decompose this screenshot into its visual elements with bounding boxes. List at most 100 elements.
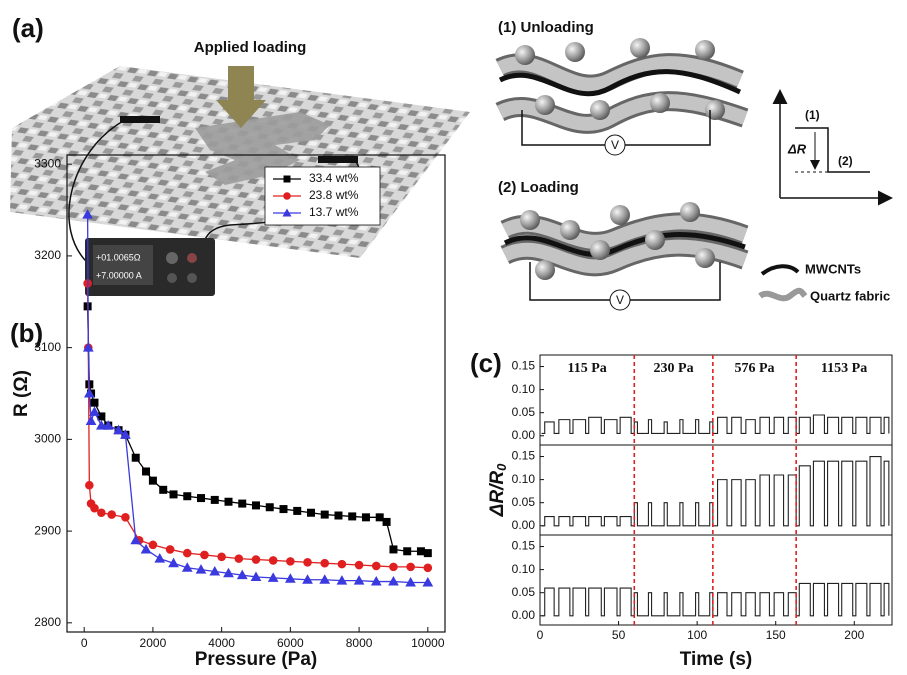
pressure-label: 230 Pa [654, 361, 694, 376]
meter-reading: +01.0065Ω [96, 252, 141, 262]
panel-label: (a) [12, 13, 44, 43]
point [383, 518, 390, 525]
x-axis-title: Pressure (Pa) [195, 649, 318, 670]
yarns-unloading [500, 38, 745, 155]
y-tick-label: 2900 [34, 523, 61, 537]
point [407, 563, 415, 571]
point [225, 498, 232, 505]
y-tick-label: 0.05 [512, 495, 536, 509]
point [417, 548, 424, 555]
point [287, 558, 295, 566]
point [349, 513, 356, 520]
y-tick-label: 3300 [34, 156, 61, 170]
legend-marker [283, 192, 291, 200]
x-tick-label: 0 [537, 628, 544, 642]
point [269, 557, 277, 565]
legend-label: MWCNTs [805, 261, 861, 276]
y-axis-title: ΔR/R0 [487, 463, 509, 517]
point [372, 562, 380, 570]
point [404, 548, 411, 555]
point [424, 550, 431, 557]
subplot-frame [540, 535, 892, 625]
state-label: (2) Loading [498, 179, 579, 196]
jack [187, 273, 197, 283]
delta-r: ΔR [787, 141, 807, 156]
point [98, 509, 106, 517]
x-tick-label: 150 [766, 628, 786, 642]
y-tick-label: 0.05 [512, 405, 536, 419]
y-tick-label: 0.15 [512, 539, 536, 553]
point [335, 512, 342, 519]
y-tick-label: 0.15 [512, 359, 536, 373]
point [239, 500, 246, 507]
x-tick-label: 50 [612, 628, 626, 642]
y-tick-label: 0.00 [512, 428, 536, 442]
point [122, 514, 130, 522]
point [91, 399, 98, 406]
point [235, 555, 243, 563]
point [160, 486, 167, 493]
meter-reading: +7.00000 A [96, 270, 142, 280]
legend-label: 13.7 wt% [309, 205, 359, 219]
point [108, 511, 116, 519]
point [218, 553, 226, 561]
series-line [88, 283, 428, 567]
panel-a: (a) Applied loading +01.0065Ω +7.00000 A… [10, 13, 890, 310]
arrow-label: Applied loading [194, 39, 307, 56]
point [321, 511, 328, 518]
pressure-label: 1153 Pa [821, 361, 867, 376]
point [87, 417, 96, 425]
legend-label: 23.8 wt% [309, 188, 359, 202]
point [91, 504, 99, 512]
point [149, 477, 156, 484]
point [280, 506, 287, 513]
y-tick-label: 0.00 [512, 608, 536, 622]
x-axis-title: Time (s) [680, 649, 753, 670]
point [198, 495, 205, 502]
volt-symbol: V [616, 293, 624, 307]
step-label: (2) [838, 154, 853, 168]
point [183, 549, 191, 557]
state-label: (1) Unloading [498, 19, 594, 36]
pressure-label: 576 Pa [734, 361, 774, 376]
point [143, 468, 150, 475]
jack [187, 253, 197, 263]
y-tick-label: 3000 [34, 432, 61, 446]
y-tick-label: 3200 [34, 248, 61, 262]
point [253, 502, 260, 509]
legend-swatch [762, 266, 798, 274]
jack [167, 273, 177, 283]
point [376, 514, 383, 521]
x-tick-label: 10000 [411, 636, 445, 650]
legend-marker [284, 176, 291, 183]
point [338, 560, 346, 568]
point [155, 554, 164, 562]
knob [166, 252, 178, 264]
point [149, 541, 157, 549]
point [390, 563, 398, 571]
point [170, 491, 177, 498]
point [166, 546, 174, 554]
x-tick-label: 0 [81, 636, 88, 650]
series-line [542, 457, 889, 526]
point [86, 481, 94, 489]
y-tick-label: 0.15 [512, 449, 536, 463]
point [211, 496, 218, 503]
point [304, 558, 312, 566]
y-tick-label: 0.05 [512, 585, 536, 599]
x-tick-label: 8000 [346, 636, 373, 650]
point [390, 546, 397, 553]
panel-label: (c) [470, 348, 502, 378]
point [98, 413, 105, 420]
point [321, 559, 329, 567]
point [184, 493, 191, 500]
point [132, 454, 139, 461]
figure: (a) Applied loading +01.0065Ω +7.00000 A… [0, 0, 907, 675]
y-axis-title-main: ΔR/R [487, 471, 508, 518]
legend-label: 33.4 wt% [309, 171, 359, 185]
yarns-loading [505, 202, 745, 310]
pad [120, 116, 160, 123]
pad [318, 156, 358, 163]
step-label: (1) [805, 108, 820, 122]
point [424, 564, 432, 572]
